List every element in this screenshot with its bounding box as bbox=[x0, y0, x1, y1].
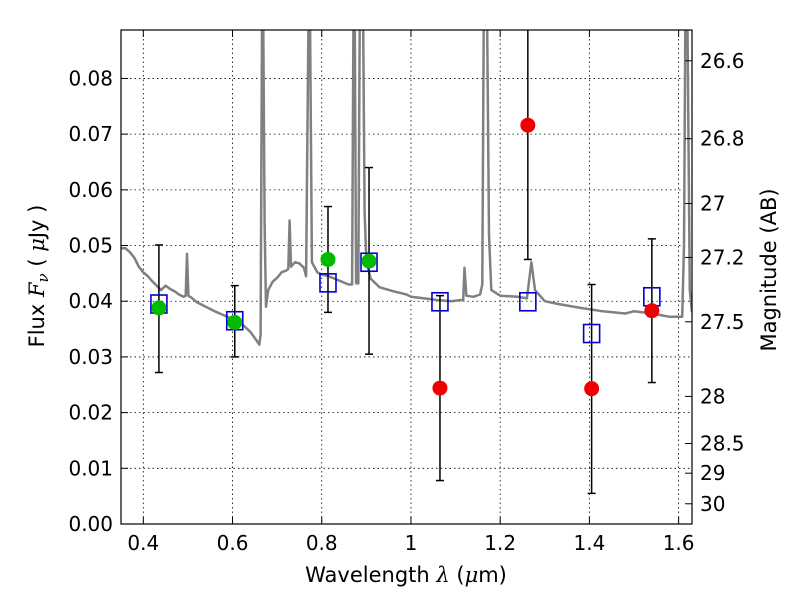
y2-tick-label: 28.5 bbox=[700, 431, 745, 455]
plot-area bbox=[121, 30, 692, 495]
model-photometry-square bbox=[360, 252, 378, 273]
y2-tick-label: 27 bbox=[700, 192, 725, 216]
plot-frame bbox=[120, 29, 693, 525]
x-axis-label: Wavelength λ (μm) bbox=[305, 563, 507, 587]
detection-point bbox=[361, 253, 377, 269]
y-axis-label: Flux Fν ( μJy ) bbox=[25, 205, 52, 348]
y2-tick-label: 30 bbox=[700, 492, 725, 516]
detection-point bbox=[151, 300, 167, 316]
x-tick-label: 1.2 bbox=[484, 531, 516, 555]
non-detection-point bbox=[520, 117, 536, 133]
y2-tick-label: 27.2 bbox=[700, 245, 745, 269]
x-tick-label: 0.4 bbox=[127, 531, 159, 555]
model-photometry-square bbox=[582, 323, 601, 344]
y2-tick-label: 26.8 bbox=[700, 127, 745, 151]
y-tick-label: 0.03 bbox=[68, 345, 113, 369]
y-tick-label: 0.00 bbox=[68, 512, 113, 536]
y2-tick-label: 28 bbox=[700, 384, 725, 408]
x-tick-label: 0.6 bbox=[217, 531, 249, 555]
y-tick-label: 0.01 bbox=[68, 456, 113, 480]
x-tick-label: 1.6 bbox=[663, 531, 695, 555]
non-detection-point bbox=[432, 380, 448, 396]
y2-axis-label: Magnitude (AB) bbox=[757, 188, 781, 351]
x-tick-label: 1.4 bbox=[573, 531, 605, 555]
model-photometry-square bbox=[519, 291, 537, 312]
non-detection-point bbox=[644, 303, 660, 319]
y-tick-label: 0.06 bbox=[68, 178, 113, 202]
y2-tick-label: 27.5 bbox=[700, 310, 745, 334]
grid bbox=[121, 30, 692, 525]
model-photometry-square bbox=[431, 291, 449, 312]
detection-point bbox=[320, 251, 336, 267]
y-tick-label: 0.05 bbox=[68, 234, 113, 258]
x-tick-label: 0.8 bbox=[306, 531, 338, 555]
model-photometry-square bbox=[319, 273, 337, 293]
y-tick-label: 0.04 bbox=[68, 289, 113, 313]
y-tick-label: 0.08 bbox=[68, 66, 113, 90]
axis-ticks: 0.4 0.6 0.8 1 1.2 1.4 1.6 0.00 0.01 0.02 0.03 0.04 0… bbox=[68, 30, 745, 555]
y-tick-label: 0.07 bbox=[68, 122, 113, 146]
non-detection-point bbox=[584, 381, 600, 397]
y-tick-label: 0.02 bbox=[68, 401, 113, 425]
y2-tick-label: 29 bbox=[700, 461, 725, 485]
detection-point bbox=[227, 314, 243, 330]
template-spectrum-line bbox=[121, 30, 692, 346]
y2-tick-label: 26.6 bbox=[700, 49, 745, 73]
x-tick-label: 1 bbox=[405, 531, 418, 555]
